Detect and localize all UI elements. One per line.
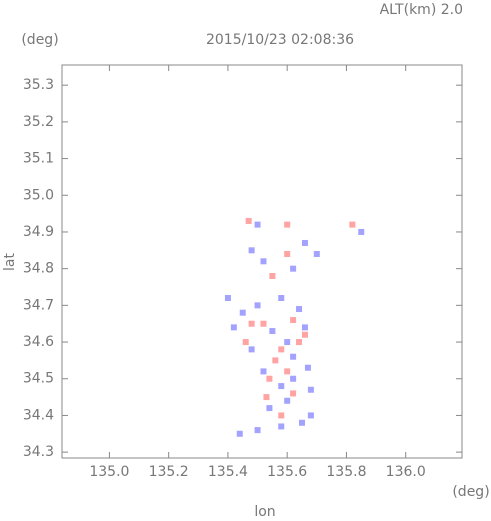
data-point <box>248 320 255 327</box>
x-tick-label: 135.0 <box>89 464 129 480</box>
data-point <box>307 412 314 419</box>
data-point <box>358 228 365 235</box>
data-point <box>224 295 231 302</box>
data-point <box>260 320 267 327</box>
x-axis-label: lon <box>254 504 275 520</box>
data-point <box>304 364 311 371</box>
data-point <box>278 295 285 302</box>
y-tick-label: 35.0 <box>23 187 54 203</box>
data-point <box>260 368 267 375</box>
data-point <box>296 306 303 313</box>
x-tick-label: 135.8 <box>326 464 366 480</box>
data-point <box>301 239 308 246</box>
y-tick-label: 34.5 <box>23 371 54 387</box>
y-tick-label: 34.3 <box>23 444 54 460</box>
data-point <box>290 265 297 272</box>
x-tick-label: 135.4 <box>208 464 248 480</box>
data-point <box>266 375 273 382</box>
x-tick-label: 135.6 <box>267 464 307 480</box>
plot-frame <box>61 64 463 459</box>
y-tick-label: 34.6 <box>23 334 54 350</box>
data-point <box>242 339 249 346</box>
data-point <box>290 317 297 324</box>
data-point <box>254 302 261 309</box>
data-point <box>278 423 285 430</box>
data-point <box>290 375 297 382</box>
data-point <box>254 221 261 228</box>
data-point <box>349 221 356 228</box>
data-point <box>299 419 305 426</box>
y-tick-label: 35.2 <box>23 114 54 130</box>
data-point <box>290 390 297 397</box>
data-point <box>301 331 308 338</box>
x-tick-label: 135.2 <box>149 464 189 480</box>
data-point <box>284 368 291 375</box>
data-point <box>284 397 291 404</box>
y-tick-label: 34.7 <box>23 297 54 313</box>
data-point <box>266 405 273 412</box>
data-point <box>248 247 255 254</box>
data-point <box>278 346 285 353</box>
y-axis-label: lat <box>2 253 18 271</box>
y-tick-label: 35.1 <box>23 151 54 167</box>
data-point <box>230 324 237 331</box>
data-point <box>313 250 320 257</box>
data-point <box>307 386 314 393</box>
data-point <box>269 272 276 279</box>
y-tick-label: 34.4 <box>23 407 54 423</box>
data-point <box>301 324 308 331</box>
data-point <box>278 383 285 390</box>
data-point <box>239 309 246 316</box>
x-unit: (deg) <box>452 484 489 500</box>
x-tick-label: 136.0 <box>386 464 426 480</box>
data-point <box>248 346 255 353</box>
y-tick-label: 34.9 <box>23 224 54 240</box>
data-point <box>290 353 297 360</box>
data-point <box>296 339 303 346</box>
y-tick-label: 35.3 <box>23 77 54 93</box>
data-point <box>260 258 267 265</box>
data-point <box>269 328 276 335</box>
data-point <box>245 217 252 224</box>
y-unit: (deg) <box>21 32 58 48</box>
data-point <box>254 427 261 434</box>
data-point <box>236 430 243 437</box>
data-point <box>263 394 270 401</box>
data-point <box>272 357 279 364</box>
data-point <box>284 250 291 257</box>
data-point <box>278 412 285 419</box>
altitude-label: ALT(km) 2.0 <box>380 2 463 18</box>
y-tick-label: 34.8 <box>23 261 54 277</box>
data-point <box>284 221 291 228</box>
chart-title: 2015/10/23 02:08:36 <box>206 32 354 48</box>
data-point <box>284 339 291 346</box>
